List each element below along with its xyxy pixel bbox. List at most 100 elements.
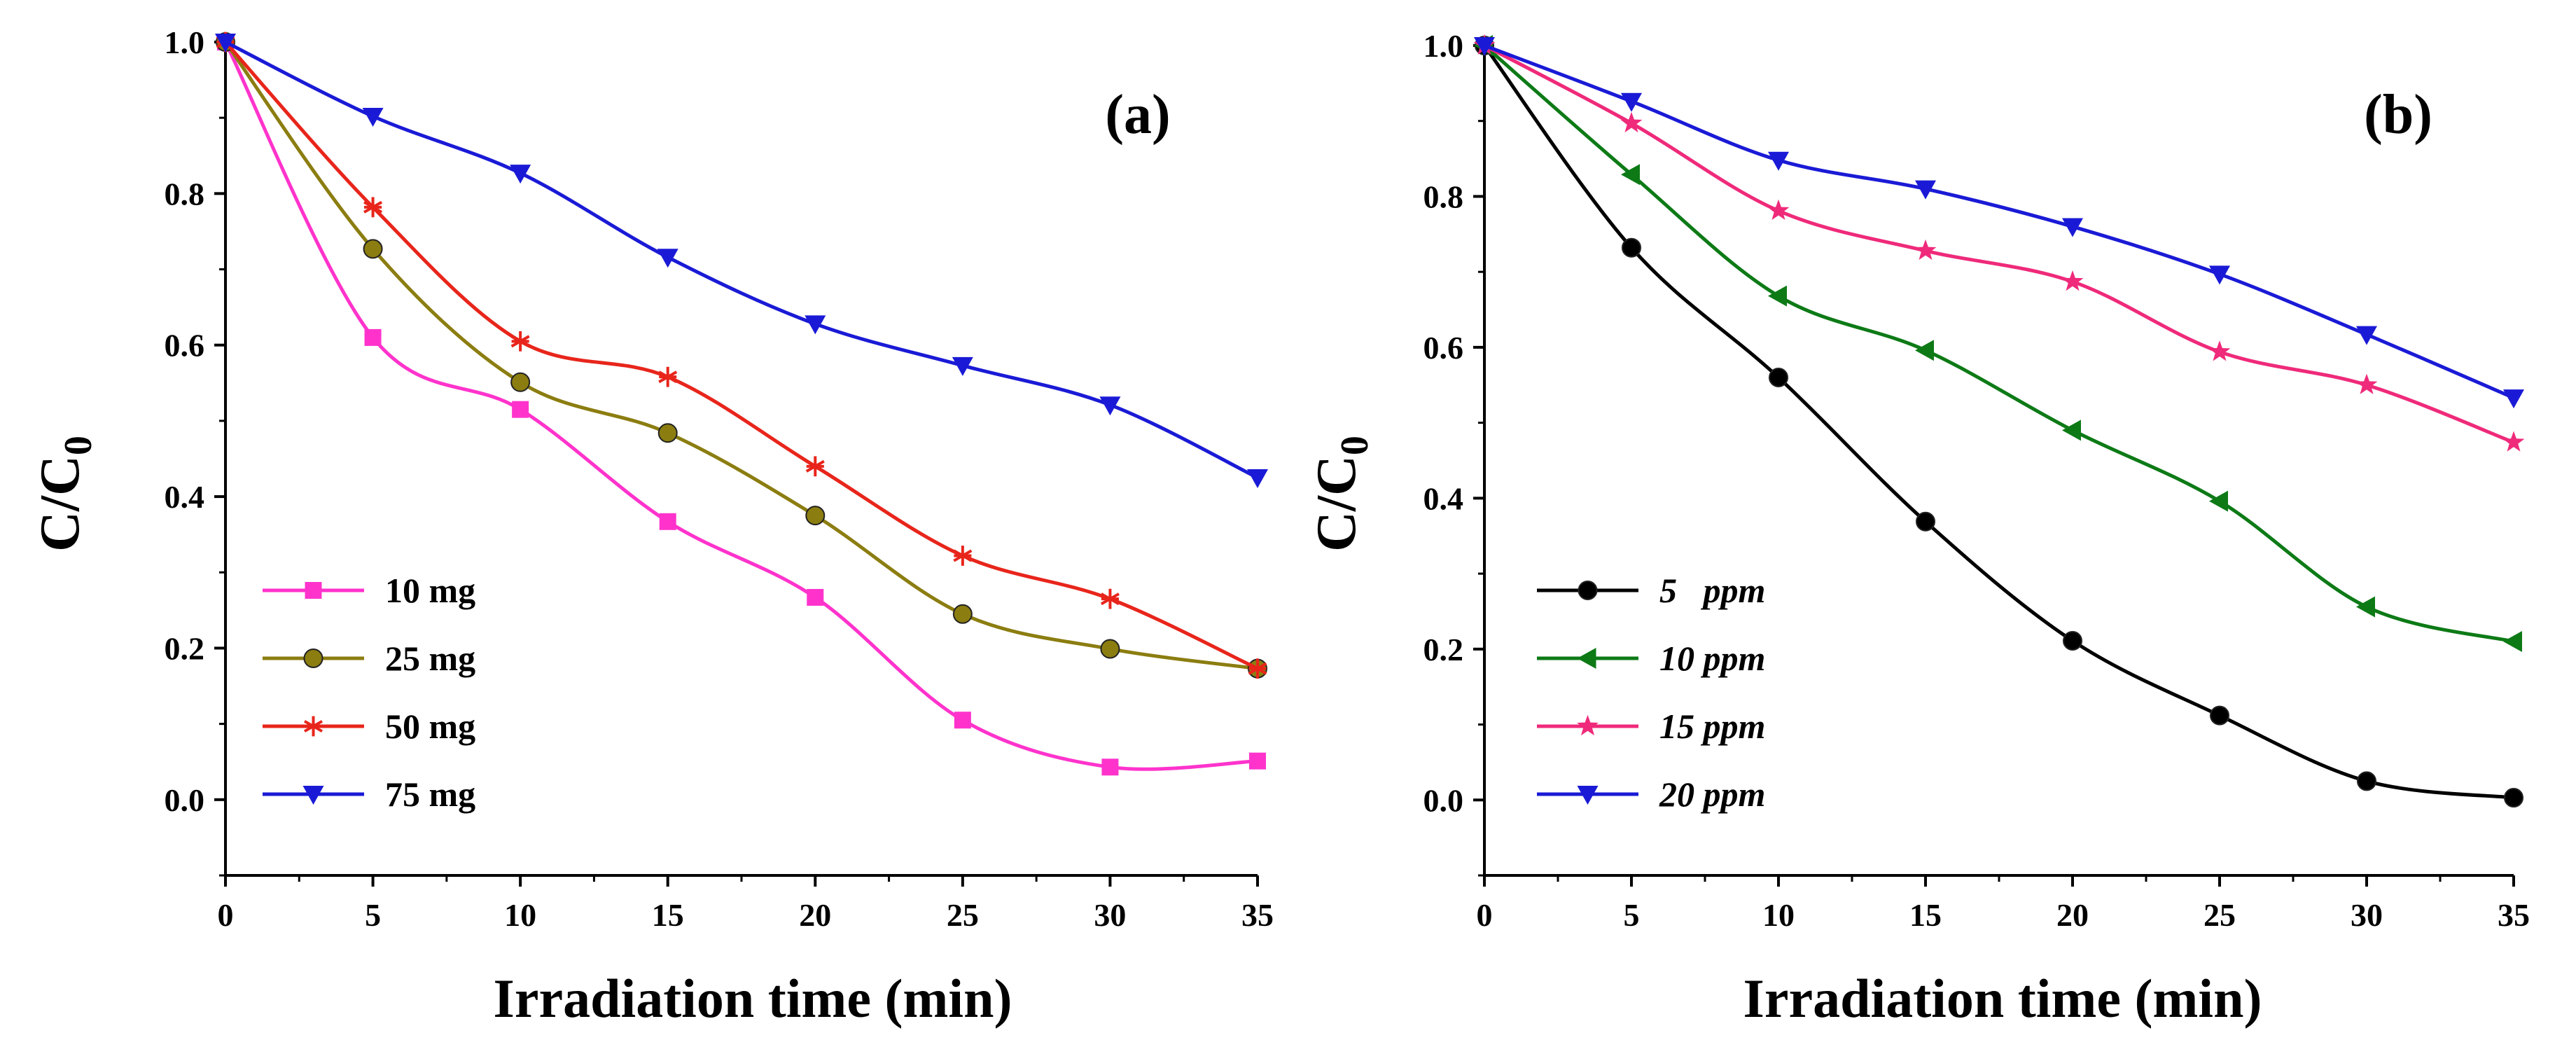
legend-marker <box>1577 786 1599 805</box>
data-point <box>1916 511 1935 532</box>
data-point <box>1621 92 1642 112</box>
data-point <box>2503 631 2522 653</box>
data-point <box>2062 420 2081 441</box>
series-line <box>1482 44 2514 800</box>
y-tick-label: 0.0 <box>1423 782 1464 818</box>
legend-label: 50 mg <box>385 707 475 746</box>
data-point <box>1914 239 1937 261</box>
x-tick-label: 20 <box>799 897 831 933</box>
y-tick-label: 0.6 <box>165 328 205 363</box>
y-tick-label: 0.2 <box>165 630 205 666</box>
legend-label: 10 mg <box>385 571 475 610</box>
data-point <box>1100 588 1120 609</box>
data-point <box>1767 199 1790 221</box>
legend-marker <box>1577 648 1596 669</box>
legend-label: 10 ppm <box>1659 639 1765 678</box>
x-tick-label: 30 <box>1094 897 1126 933</box>
data-point <box>805 456 825 477</box>
data-point <box>2503 389 2524 409</box>
legend-label: 5 ppm <box>1659 571 1765 610</box>
data-point <box>2209 490 2228 512</box>
y-tick-label: 1.0 <box>1423 28 1464 64</box>
data-point <box>658 366 678 387</box>
data-point <box>1621 164 1640 186</box>
data-point <box>2062 218 2083 237</box>
data-point <box>2356 326 2377 345</box>
series-0 <box>1475 36 2523 808</box>
legend-marker <box>1578 581 1598 600</box>
data-point <box>1101 758 1119 776</box>
x-tick-label: 35 <box>1241 897 1274 933</box>
data-point <box>510 331 530 352</box>
y-tick-label: 0.8 <box>1423 179 1464 214</box>
chart-panel-b: 0 5 10 15 20 25 30 35 0.0 0.2 0.4 0.6 0.8 1.0 Irradiat… <box>1306 28 2530 1029</box>
data-point <box>1620 111 1643 133</box>
data-point <box>657 423 678 443</box>
y-axis-label-main: C/C <box>29 455 91 552</box>
data-point <box>2208 340 2231 361</box>
x-tick-label: 15 <box>652 897 684 933</box>
data-point <box>953 546 973 566</box>
data-point <box>1622 237 1641 258</box>
data-point <box>1769 368 1788 387</box>
x-tick-label: 30 <box>2351 897 2383 933</box>
data-point <box>1915 340 1934 361</box>
y-tick-label: 0.6 <box>1423 330 1464 366</box>
y-tick-label: 0.4 <box>1423 480 1464 516</box>
data-point <box>510 165 531 184</box>
legend-label: 20 ppm <box>1659 775 1765 814</box>
data-point <box>362 108 384 127</box>
series-line <box>224 41 1259 670</box>
y-tick-label: 0.8 <box>165 176 205 212</box>
y-axis-label: C/C0 <box>1306 436 1377 552</box>
y-axis-label: C/C0 <box>29 436 100 552</box>
panel-label: (a) <box>1105 84 1170 146</box>
data-point <box>215 34 236 53</box>
data-point <box>1915 180 1936 200</box>
data-point <box>364 328 382 346</box>
data-point <box>952 356 973 376</box>
x-tick-label: 0 <box>218 897 234 933</box>
data-point <box>1248 658 1267 679</box>
y-tick-label: 1.0 <box>165 25 205 60</box>
data-point <box>1768 285 1787 307</box>
y-tick-label: 0.4 <box>165 479 205 515</box>
y-axis-label-main: C/C <box>1306 455 1367 552</box>
x-tick-label: 35 <box>2498 897 2530 933</box>
data-point <box>512 401 529 418</box>
x-tick-label: 20 <box>2056 897 2089 933</box>
x-axis-label: Irradiation time (min) <box>1743 968 2262 1029</box>
legend: 10 mg 25 mg 50 mg 75 mg <box>263 571 475 814</box>
y-axis-label-subscript: 0 <box>1333 436 1377 455</box>
x-tick-label: 25 <box>2203 897 2236 933</box>
data-point <box>1474 37 1495 56</box>
legend-marker <box>302 786 324 805</box>
legend-marker <box>305 582 322 599</box>
y-tick-label: 0.0 <box>165 782 205 818</box>
data-point <box>952 604 973 624</box>
legend-label: 15 ppm <box>1659 707 1765 746</box>
x-tick-label: 15 <box>1909 897 1942 933</box>
x-tick-label: 5 <box>365 897 381 933</box>
series-line <box>224 40 1259 480</box>
y-axis-label-subscript: 0 <box>57 436 100 455</box>
data-point <box>2356 596 2375 618</box>
x-tick-label: 0 <box>1477 897 1493 933</box>
data-point <box>1099 396 1121 416</box>
legend-marker <box>1577 714 1599 736</box>
series-line <box>1483 44 2514 644</box>
data-point <box>1100 639 1120 659</box>
data-point <box>1249 752 1266 770</box>
panel-label: (b) <box>2364 84 2432 146</box>
series-1 <box>216 32 1267 679</box>
chart-panel-a: 0 5 10 15 20 25 30 35 0.0 0.2 0.4 0.6 0.8 1.0 Irradiat… <box>29 25 1274 1029</box>
data-point <box>805 506 826 526</box>
legend-marker <box>303 716 323 737</box>
data-point <box>807 588 824 606</box>
x-tick-label: 25 <box>947 897 979 933</box>
data-point <box>2061 270 2084 291</box>
x-tick-label: 10 <box>1762 897 1795 933</box>
data-point <box>954 712 971 729</box>
data-point <box>1768 151 1789 171</box>
